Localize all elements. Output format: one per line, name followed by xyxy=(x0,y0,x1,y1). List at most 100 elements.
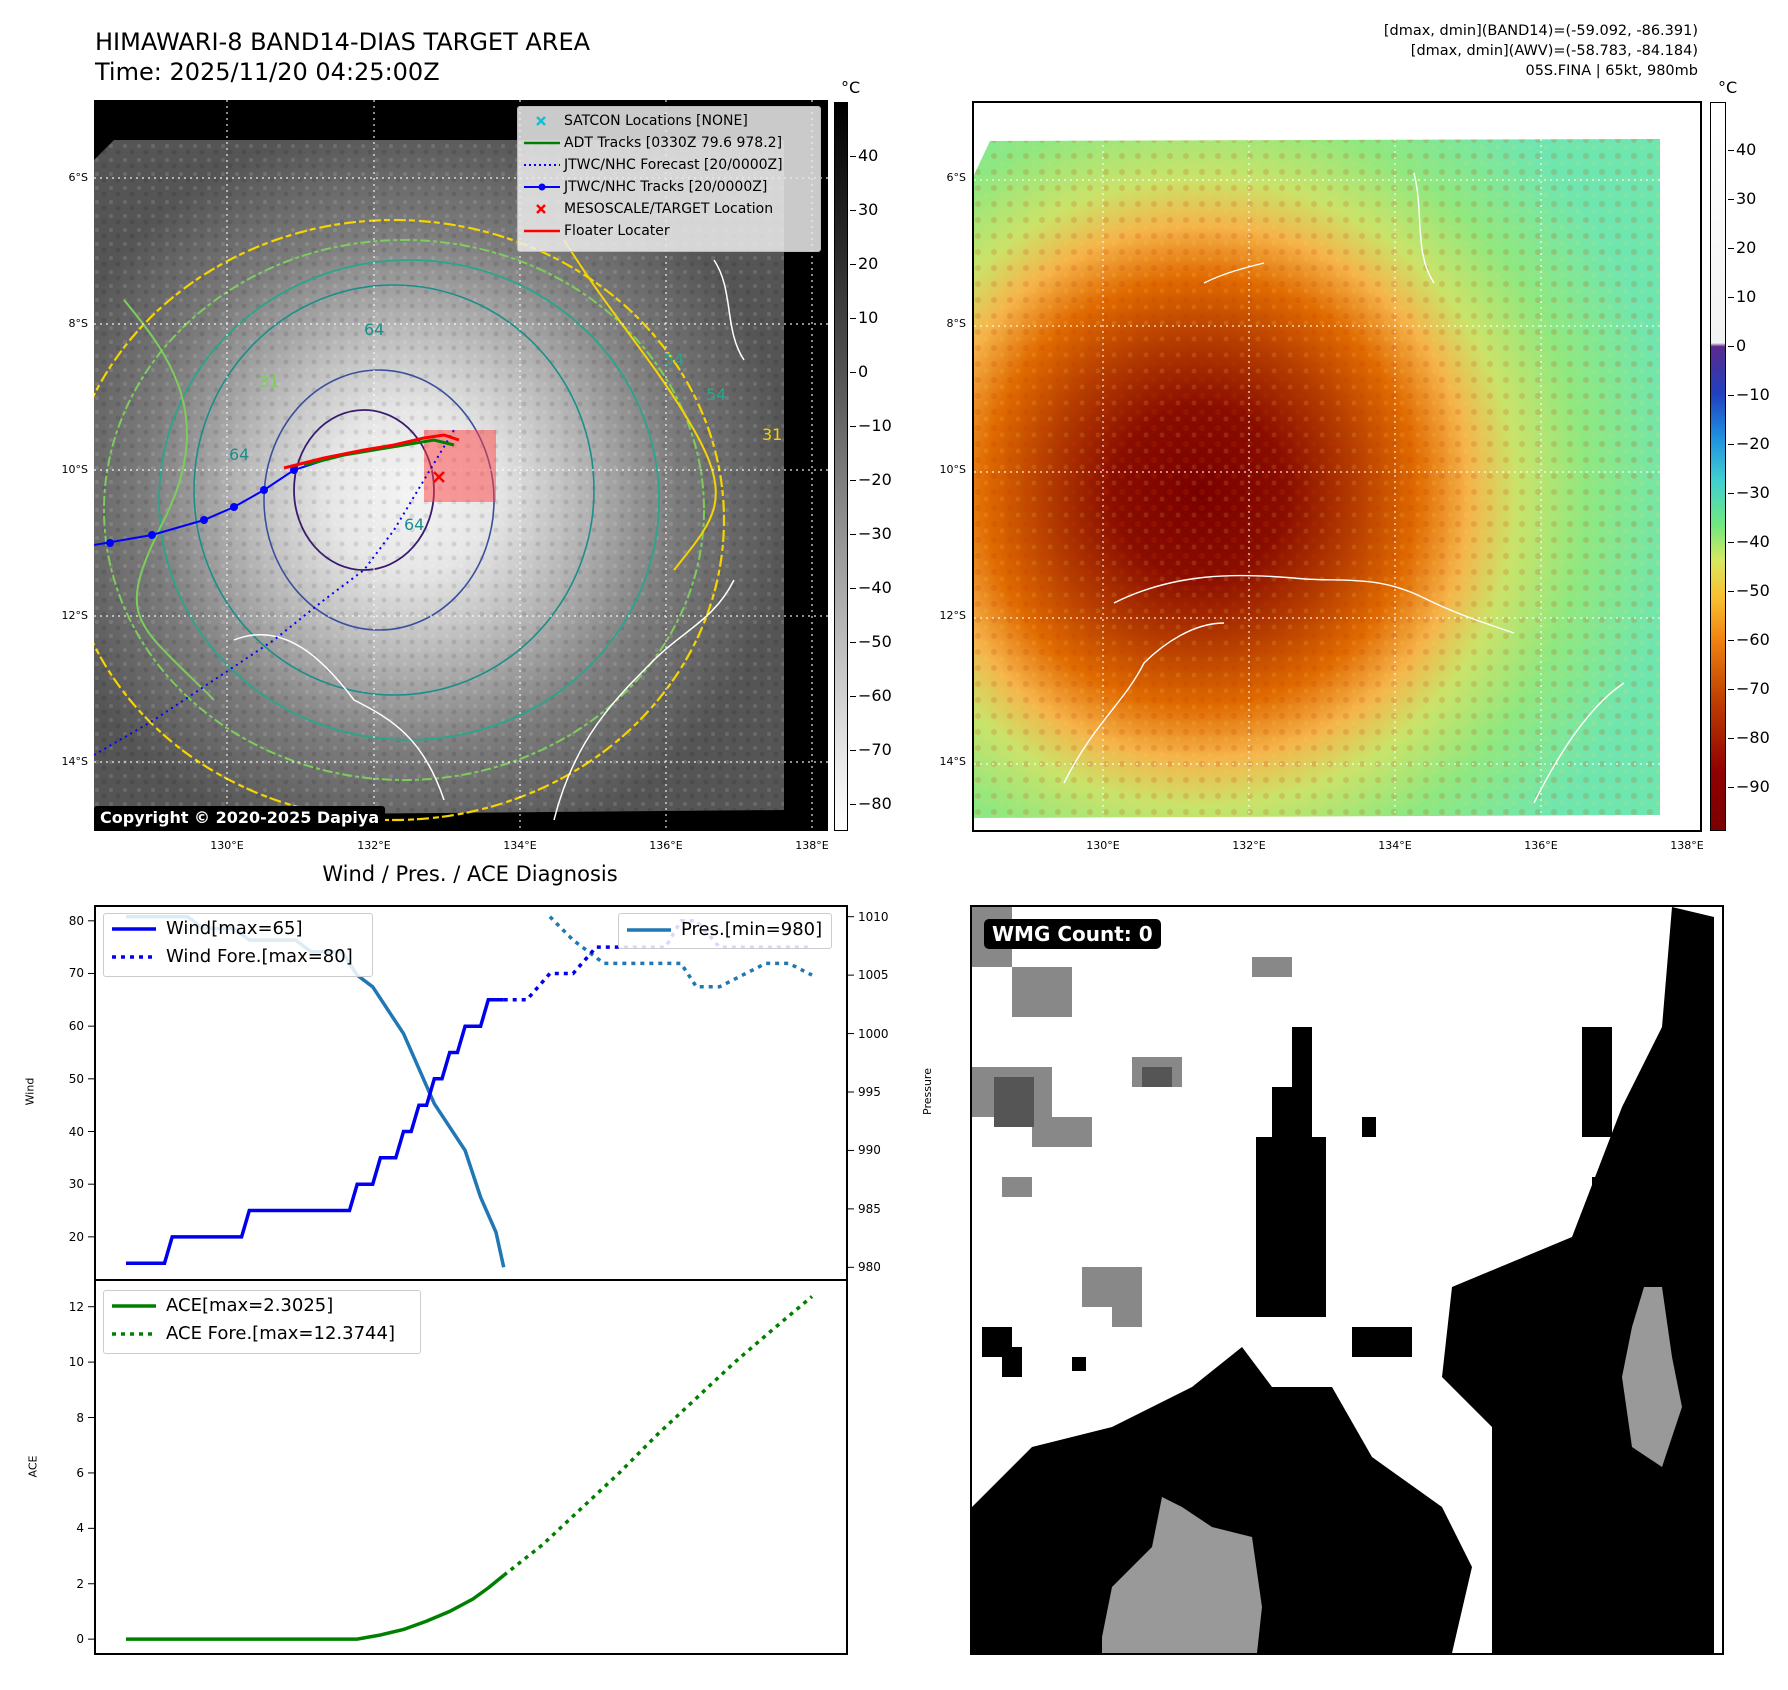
ir-colorbar-tick-label: 0 xyxy=(858,362,869,381)
lat-label: 12°S xyxy=(939,609,966,622)
wmg-panel: WMG Count: 0 xyxy=(970,905,1724,1655)
ir-colorbar-tickmark xyxy=(850,426,856,427)
ace-axis-tick-label: 12 xyxy=(68,1299,84,1314)
line-icon xyxy=(627,928,671,932)
awv-colorbar-tick-label: −50 xyxy=(1736,581,1770,600)
lat-label: 12°S xyxy=(61,609,88,622)
ir-colorbar-tickmark xyxy=(850,156,856,157)
ir-colorbar-tick-label: 30 xyxy=(858,200,879,219)
lon-label: 134°E xyxy=(1378,839,1412,852)
awv-colorbar-tick-label: 20 xyxy=(1736,238,1757,257)
lat-label: 10°S xyxy=(61,463,88,476)
line-icon xyxy=(112,1304,156,1308)
line-icon xyxy=(524,141,560,145)
ace-plot xyxy=(94,1279,848,1655)
awv-colorbar-tickmark xyxy=(1728,542,1734,543)
ir-colorbar-tickmark xyxy=(850,318,856,319)
pressure-axis-tick-label: 985 xyxy=(858,1201,881,1216)
lon-label: 138°E xyxy=(795,839,829,852)
figure-title: HIMAWARI-8 BAND14-DIAS TARGET AREA xyxy=(95,28,591,56)
awv-colorbar-tick-label: 40 xyxy=(1736,140,1757,159)
contour-label: 64 xyxy=(229,445,250,464)
wmg-image xyxy=(972,907,1714,1653)
ir-legend: SATCON Locations [NONE] ADT Tracks [0330… xyxy=(517,106,821,252)
ir-colorbar-tick-label: 10 xyxy=(858,308,879,327)
ir-imagery-panel: 64 64 54 31 31 64 54 SATCON Locations [N… xyxy=(94,100,828,831)
pressure-axis-tick-label: 995 xyxy=(858,1085,881,1099)
lat-label: 10°S xyxy=(939,463,966,476)
lat-label: 14°S xyxy=(61,755,88,768)
ir-colorbar-unit: °C xyxy=(841,78,861,97)
wind-axis-tick-label: 40 xyxy=(68,1124,84,1139)
awv-colorbar xyxy=(1710,102,1726,831)
pressure-axis-tick-label: 1010 xyxy=(858,909,889,924)
ir-colorbar-tick-label: 40 xyxy=(858,146,879,165)
pressure-axis-tick-label: 990 xyxy=(858,1143,881,1158)
ir-colorbar-tick-label: −40 xyxy=(858,578,892,597)
figure-time: Time: 2025/11/20 04:25:00Z xyxy=(95,58,440,86)
storm-info: 05S.FINA | 65kt, 980mb xyxy=(1525,63,1698,79)
ir-colorbar-tickmark xyxy=(850,750,856,751)
legend-entry-ace: ACE[max=2.3025] xyxy=(104,1295,333,1317)
ace-axis-label: ACE xyxy=(26,1455,40,1478)
ir-imagery xyxy=(94,100,828,831)
pressure-legend: Pres.[min=980] xyxy=(618,913,832,949)
wind-legend: Wind[max=65] Wind Fore.[max=80] xyxy=(103,913,373,977)
pressure-axis-tick-label: 1000 xyxy=(858,1026,889,1041)
ir-colorbar-tickmark xyxy=(850,696,856,697)
awv-colorbar-tick-label: −90 xyxy=(1736,777,1770,796)
lon-label: 136°E xyxy=(649,839,683,852)
ir-colorbar-tickmark xyxy=(850,804,856,805)
awv-colorbar-tickmark xyxy=(1728,738,1734,739)
awv-colorbar-tick-label: −60 xyxy=(1736,630,1770,649)
lat-label: 8°S xyxy=(946,317,966,330)
ir-colorbar-tick-label: −80 xyxy=(858,794,892,813)
ace-legend: ACE[max=2.3025] ACE Fore.[max=12.3744] xyxy=(103,1290,421,1354)
lon-label: 134°E xyxy=(503,839,537,852)
lon-label: 130°E xyxy=(1086,839,1120,852)
awv-imagery xyxy=(974,103,1700,830)
awv-colorbar-tickmark xyxy=(1728,591,1734,592)
awv-colorbar-tickmark xyxy=(1728,444,1734,445)
ir-colorbar-tickmark xyxy=(850,534,856,535)
cross-icon xyxy=(536,116,546,126)
wind-axis-tick-label: 70 xyxy=(68,966,84,981)
dotted-line-icon xyxy=(112,955,156,959)
ace-axis-tick-label: 6 xyxy=(76,1465,84,1480)
awv-colorbar-tick-label: −70 xyxy=(1736,679,1770,698)
awv-imagery-panel xyxy=(972,101,1702,832)
contour-label: 54 xyxy=(706,385,727,404)
legend-entry-mesoscale: MESOSCALE/TARGET Location xyxy=(518,198,773,220)
awv-range: [dmax, dmin](AWV)=(-58.783, -84.184) xyxy=(1410,43,1698,59)
lon-label: 132°E xyxy=(1232,839,1266,852)
ir-colorbar-tick-label: 20 xyxy=(858,254,879,273)
awv-colorbar-tick-label: −40 xyxy=(1736,532,1770,551)
pressure-axis-tick-label: 1005 xyxy=(858,968,889,983)
wmg-count-badge: WMG Count: 0 xyxy=(984,919,1161,949)
wind-axis-tick-label: 60 xyxy=(68,1019,84,1034)
awv-colorbar-tickmark xyxy=(1728,248,1734,249)
line-icon xyxy=(524,229,560,233)
line-dot-icon xyxy=(524,183,560,191)
awv-colorbar-tickmark xyxy=(1728,150,1734,151)
ir-colorbar-tickmark xyxy=(850,588,856,589)
lon-label: 130°E xyxy=(210,839,244,852)
contour-label: 31 xyxy=(259,372,280,391)
ir-colorbar xyxy=(834,102,848,831)
copyright-badge: Copyright © 2020-2025 Dapiya xyxy=(94,806,386,829)
dotted-line-icon xyxy=(524,164,560,166)
band14-range: [dmax, dmin](BAND14)=(-59.092, -86.391) xyxy=(1383,23,1698,39)
ir-colorbar-tick-label: −60 xyxy=(858,686,892,705)
ir-colorbar-tick-label: −70 xyxy=(858,740,892,759)
legend-entry-ace-forecast: ACE Fore.[max=12.3744] xyxy=(104,1323,395,1345)
lon-label: 138°E xyxy=(1670,839,1704,852)
lat-label: 8°S xyxy=(68,317,88,330)
contour-label: 54 xyxy=(664,350,685,369)
awv-colorbar-tickmark xyxy=(1728,493,1734,494)
legend-entry-pressure: Pres.[min=980] xyxy=(619,919,822,941)
dotted-line-icon xyxy=(112,1332,156,1336)
legend-entry-satcon: SATCON Locations [NONE] xyxy=(518,110,748,132)
awv-colorbar-tick-label: 10 xyxy=(1736,287,1757,306)
awv-colorbar-tickmark xyxy=(1728,297,1734,298)
wind-axis-tick-label: 30 xyxy=(68,1177,84,1192)
